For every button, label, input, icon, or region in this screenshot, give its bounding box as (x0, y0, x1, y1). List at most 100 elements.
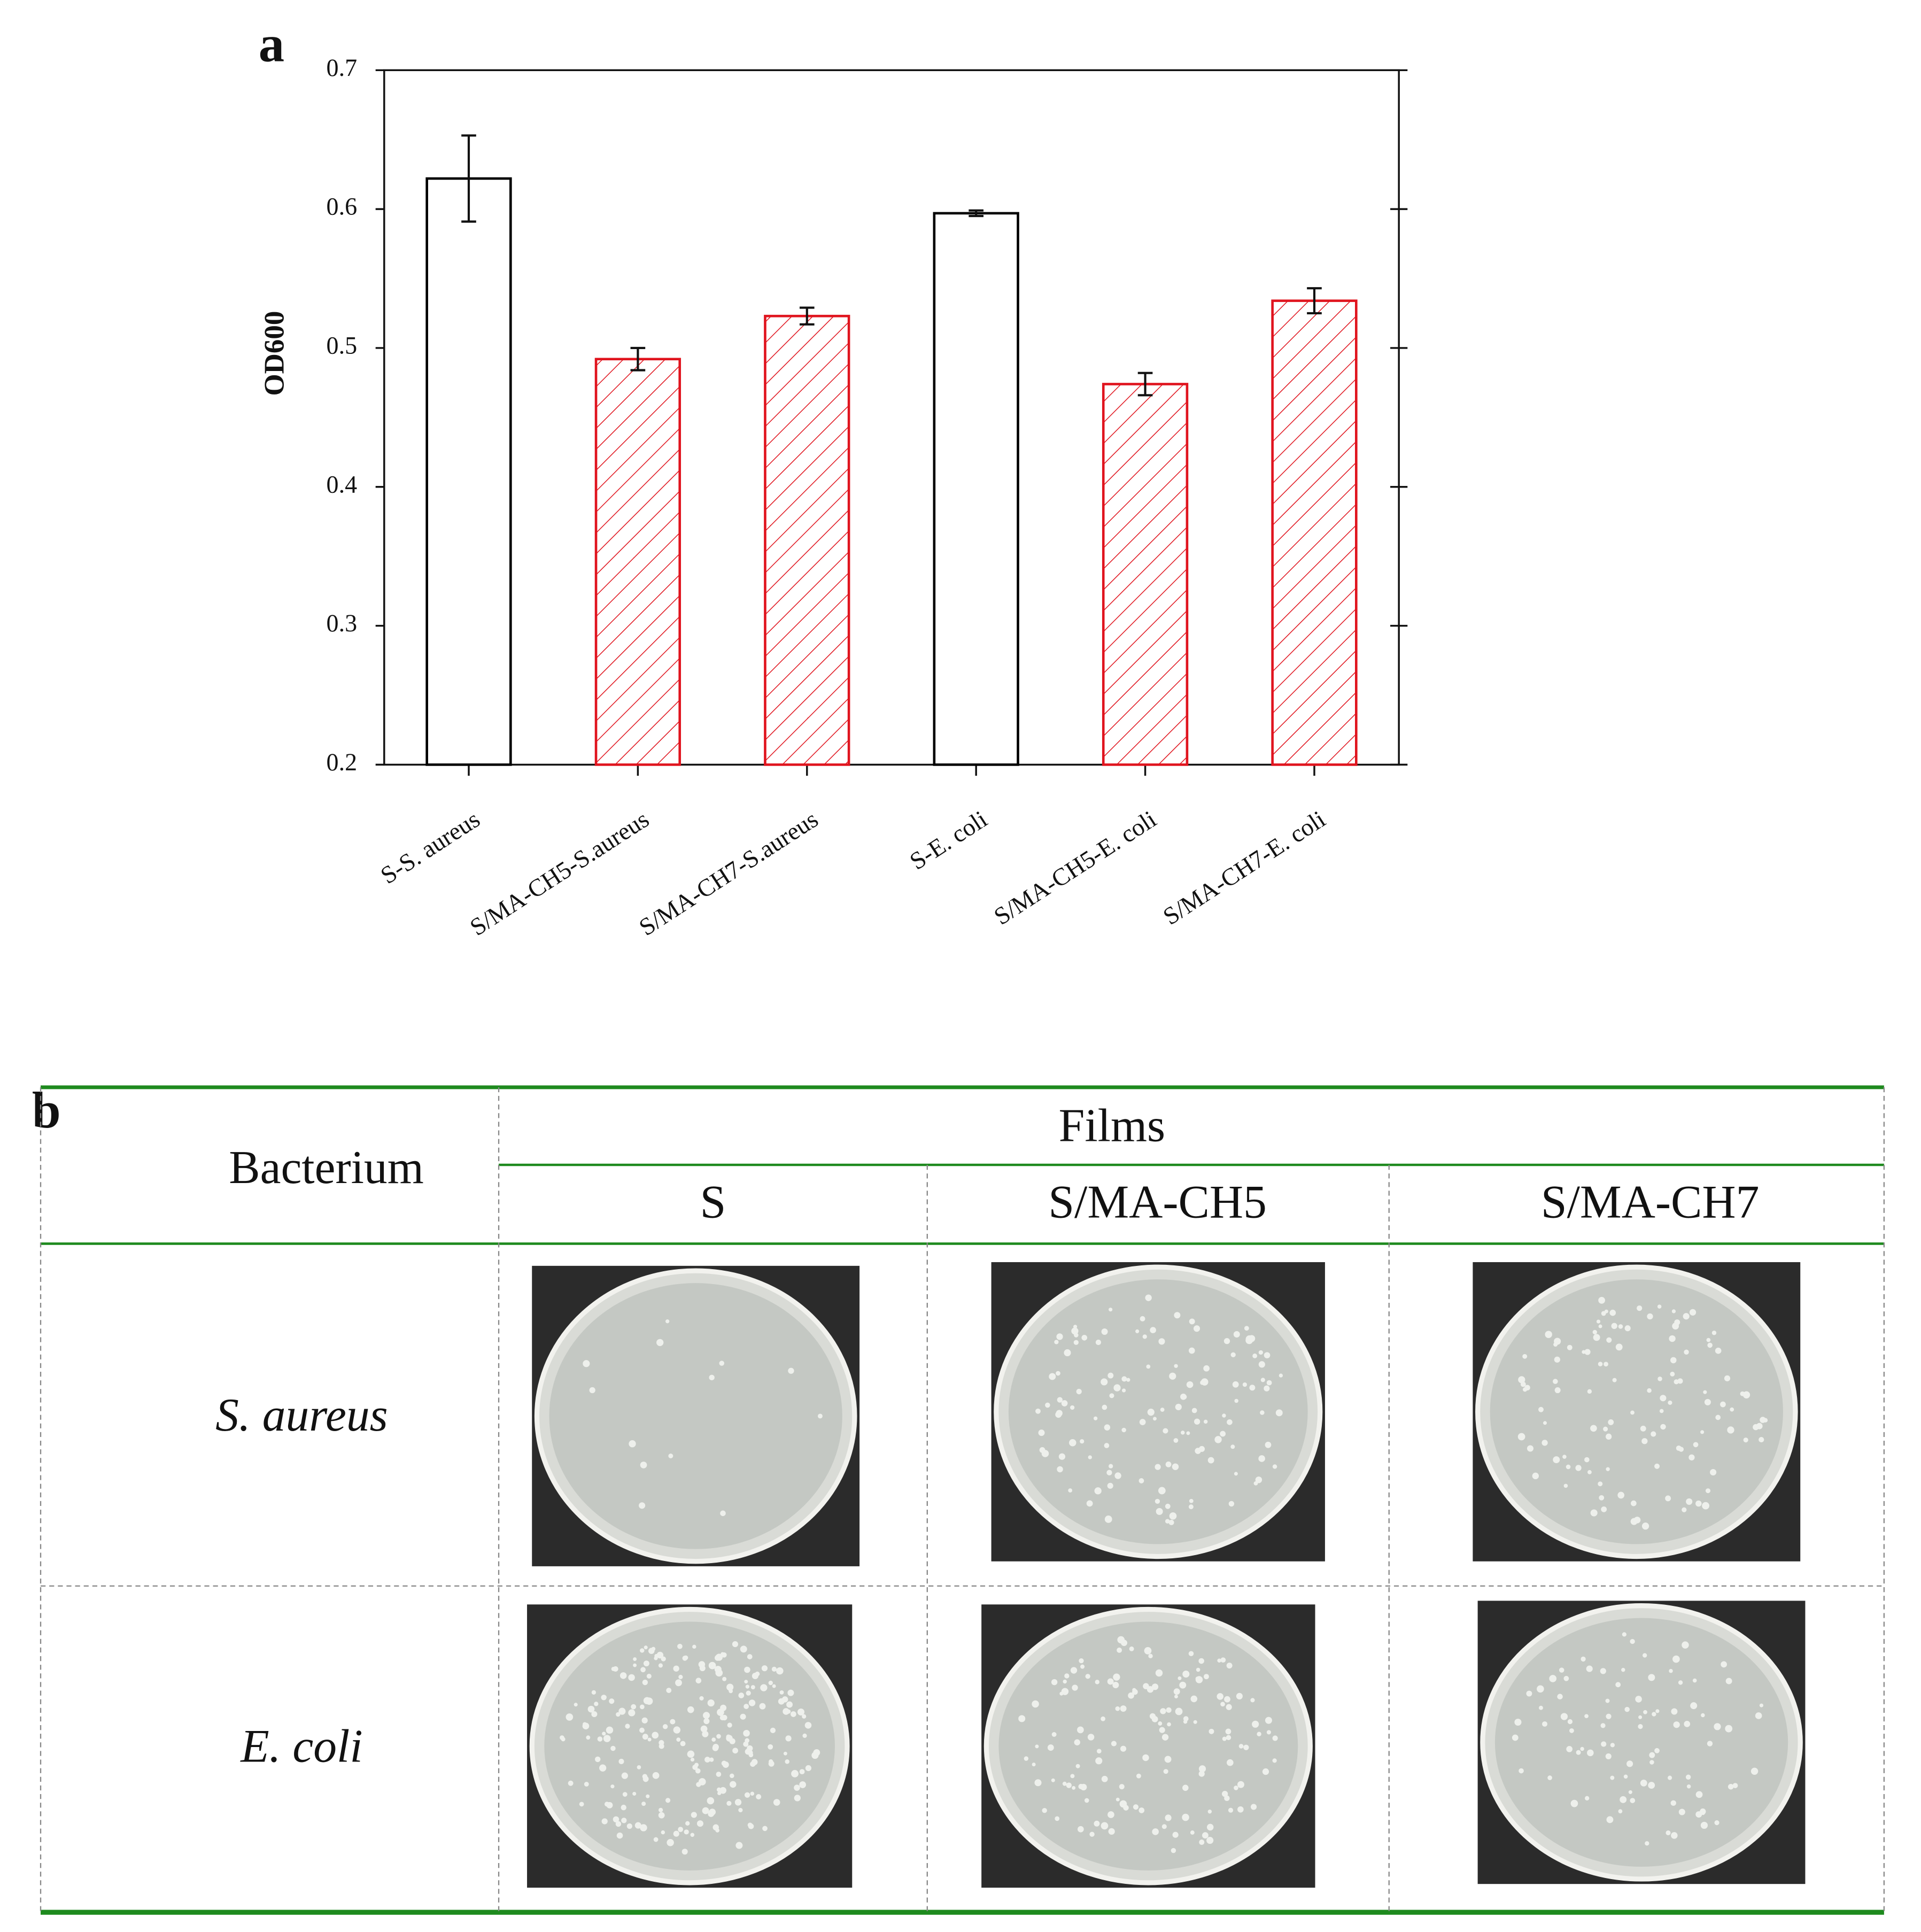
colony (786, 1701, 793, 1708)
colony (1279, 1373, 1283, 1378)
colony (1121, 1376, 1127, 1382)
colony (1732, 1783, 1738, 1788)
colony (1668, 1775, 1672, 1780)
colony (760, 1684, 768, 1691)
colony (566, 1713, 574, 1721)
colony (1618, 1324, 1623, 1329)
colony (1168, 1519, 1174, 1525)
colony (1517, 1433, 1525, 1441)
colony (1265, 1441, 1272, 1448)
colony (1759, 1436, 1764, 1443)
colony (1641, 1438, 1648, 1444)
colony (1660, 1395, 1667, 1402)
colony (748, 1699, 756, 1706)
colony (1166, 1707, 1172, 1713)
colony (1537, 1685, 1544, 1693)
colony (628, 1674, 635, 1681)
colony (1094, 1820, 1100, 1827)
colony (615, 1821, 622, 1827)
colony (1666, 1830, 1671, 1836)
colony (1692, 1678, 1697, 1683)
colony (680, 1741, 686, 1746)
colony (603, 1735, 611, 1742)
colony (616, 1832, 623, 1839)
colony (1755, 1712, 1762, 1719)
colony (1035, 1408, 1041, 1414)
bar (425, 177, 512, 766)
colony (1066, 1782, 1072, 1788)
colony (1237, 1806, 1244, 1813)
colony (726, 1800, 732, 1806)
colony (1756, 1423, 1763, 1429)
colony (652, 1732, 659, 1739)
colony (1624, 1325, 1631, 1332)
colony (646, 1673, 652, 1679)
colony (591, 1711, 598, 1718)
colony (1651, 1431, 1656, 1437)
colony (1252, 1720, 1259, 1728)
colony (746, 1690, 751, 1696)
colony (1095, 1339, 1102, 1346)
colony (618, 1707, 626, 1715)
colony (1272, 1758, 1277, 1763)
colony (1155, 1498, 1160, 1504)
colony (729, 1738, 735, 1744)
colony (1165, 1461, 1172, 1467)
colony (641, 1802, 646, 1806)
colony (1107, 1678, 1114, 1685)
colony (1085, 1674, 1090, 1679)
colony (1206, 1823, 1214, 1831)
bar (594, 358, 681, 766)
colony (704, 1757, 710, 1763)
colony (781, 1696, 788, 1703)
colony (1669, 1335, 1676, 1342)
colony (1593, 1334, 1600, 1341)
colony (1225, 1728, 1231, 1735)
bar (933, 212, 1019, 766)
colony (594, 1702, 599, 1706)
colony (574, 1703, 578, 1707)
colony (1560, 1713, 1568, 1720)
colony (1257, 1732, 1261, 1736)
colony (1220, 1431, 1226, 1437)
colony (1101, 1328, 1108, 1335)
colony (805, 1765, 812, 1772)
colony (1217, 1693, 1223, 1700)
row-header: S. aureus (215, 1389, 388, 1441)
colony (1120, 1705, 1127, 1712)
colony (613, 1666, 618, 1672)
colony (1116, 1797, 1120, 1802)
colony (621, 1818, 627, 1823)
colony (1207, 1810, 1212, 1814)
colony (716, 1772, 722, 1777)
colony (1603, 1426, 1608, 1432)
colony (1054, 1340, 1059, 1344)
colony (1605, 1753, 1612, 1759)
colony (1194, 1418, 1200, 1425)
colony (709, 1757, 714, 1762)
y-tick-label: 0.6 (327, 193, 358, 220)
colony (673, 1665, 679, 1672)
colony (1198, 1771, 1205, 1777)
colony (1606, 1337, 1612, 1343)
colony (1585, 1796, 1590, 1801)
colony (1643, 1710, 1647, 1714)
colony (610, 1745, 616, 1751)
colony (695, 1678, 702, 1684)
colony (770, 1727, 776, 1733)
colony (1113, 1384, 1121, 1392)
colony (1678, 1680, 1683, 1685)
bar (1102, 383, 1189, 766)
colony (729, 1689, 733, 1694)
colony (797, 1708, 805, 1716)
colony (1649, 1760, 1654, 1765)
colony (1209, 1728, 1214, 1734)
colony (1024, 1756, 1029, 1761)
colony (628, 1709, 636, 1717)
colony (1077, 1826, 1084, 1833)
colony (1070, 1667, 1078, 1674)
colony (744, 1792, 750, 1798)
colony (1584, 1714, 1589, 1719)
colony (702, 1730, 709, 1737)
colony (1101, 1378, 1108, 1386)
